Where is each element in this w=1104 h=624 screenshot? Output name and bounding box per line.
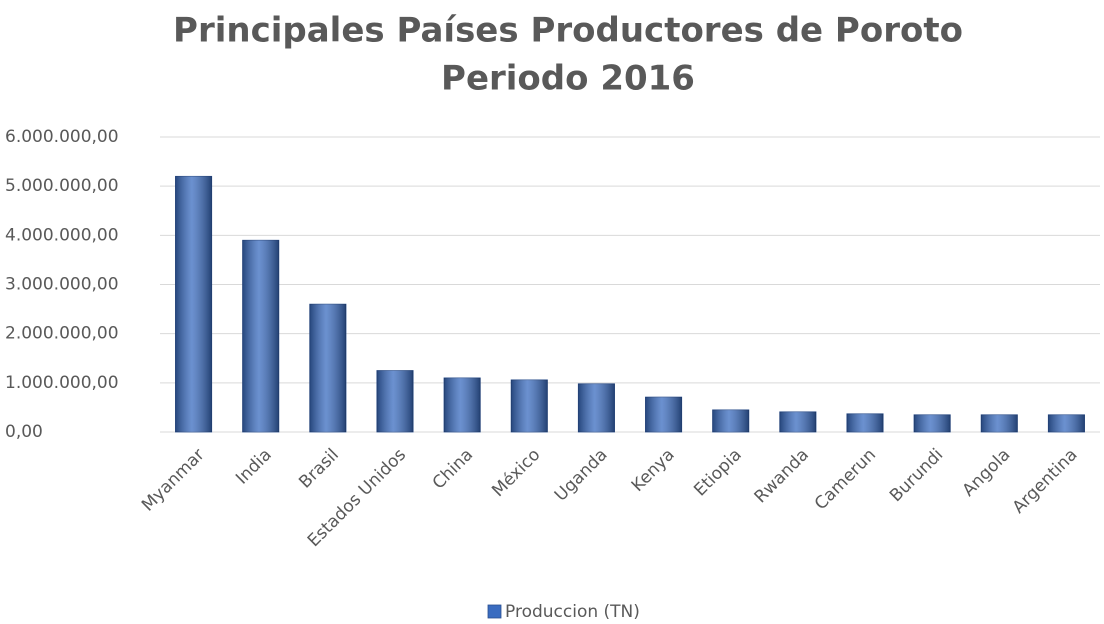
bar xyxy=(980,414,1018,433)
x-tick-label: México xyxy=(488,445,544,501)
chart-title: Periodo 2016 xyxy=(441,59,695,99)
x-tick-label: Kenya xyxy=(628,445,679,496)
y-tick-label: 6.000.000,00 xyxy=(5,127,119,147)
x-tick-label: Brasil xyxy=(295,445,343,493)
x-tick-label: Etiopia xyxy=(690,445,745,500)
bar xyxy=(645,396,683,433)
x-tick-label: Burundi xyxy=(886,445,947,506)
x-tick-label: Myanmar xyxy=(138,445,209,516)
y-tick-label: 3.000.000,00 xyxy=(5,275,119,295)
y-tick-label: 0,00 xyxy=(5,422,43,442)
y-tick-label: 2.000.000,00 xyxy=(5,324,119,344)
legend-label: Produccion (TN) xyxy=(505,602,640,622)
x-tick-label: Rwanda xyxy=(751,445,813,507)
bar xyxy=(846,413,884,433)
y-tick-label: 4.000.000,00 xyxy=(5,225,119,245)
x-tick-label: India xyxy=(232,445,276,489)
bar xyxy=(779,411,817,433)
bar xyxy=(510,379,548,433)
y-tick-label: 5.000.000,00 xyxy=(5,176,119,196)
bar xyxy=(376,370,414,433)
x-tick-label: Angola xyxy=(959,445,1015,501)
x-tick-label: Uganda xyxy=(551,445,612,506)
bar xyxy=(175,175,213,433)
bar xyxy=(443,377,481,433)
y-tick-label: 1.000.000,00 xyxy=(5,373,119,393)
x-tick-label: Argentina xyxy=(1009,445,1082,518)
bar xyxy=(577,383,615,433)
chart-title: Principales Países Productores de Poroto xyxy=(173,11,963,51)
x-tick-label: China xyxy=(429,445,477,493)
bar xyxy=(242,239,280,433)
bar xyxy=(309,303,347,433)
x-tick-label: Camerun xyxy=(811,445,880,514)
bar xyxy=(1047,414,1085,433)
bar xyxy=(913,414,951,433)
legend-swatch xyxy=(487,604,502,619)
bar xyxy=(712,409,750,433)
